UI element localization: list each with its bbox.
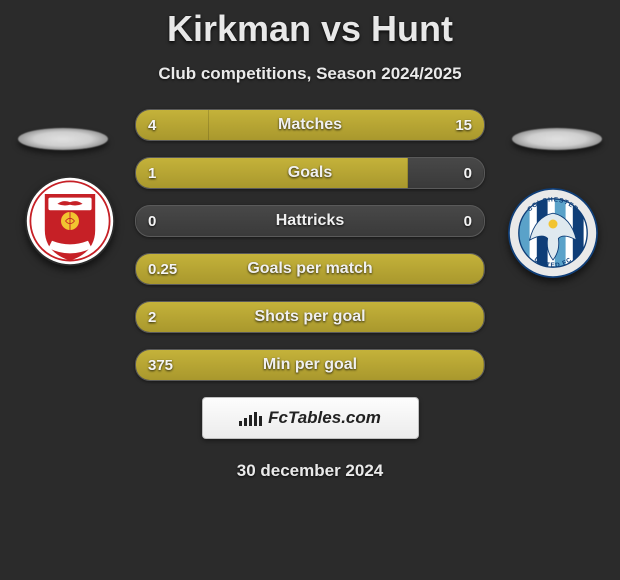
fill-right [483, 302, 484, 332]
stat-label: Hattricks [136, 206, 484, 236]
fill-right [483, 158, 484, 188]
page-subtitle: Club competitions, Season 2024/2025 [0, 64, 620, 84]
value-right: 0 [464, 206, 472, 236]
comparison-card: Kirkman vs Hunt Club competitions, Seaso… [0, 0, 620, 580]
footer-date: 30 december 2024 [0, 461, 620, 481]
fill-left [136, 350, 485, 380]
fill-left [136, 302, 485, 332]
bars-container: 415Matches10Goals00Hattricks0.25Goals pe… [135, 109, 485, 381]
brand-text: FcTables.com [268, 408, 381, 428]
fill-right [483, 254, 484, 284]
value-left: 1 [148, 158, 156, 188]
fill-right [208, 110, 484, 140]
stat-row-min-per-goal: 375Min per goal [135, 349, 485, 381]
value-right: 0 [464, 158, 472, 188]
fill-right [483, 350, 484, 380]
stats-section: 415Matches10Goals00Hattricks0.25Goals pe… [0, 109, 620, 481]
value-left: 375 [148, 350, 173, 380]
stat-row-hattricks: 0 0Hattricks [135, 205, 485, 237]
stat-row-goals: 10Goals [135, 157, 485, 189]
stat-row-goals-per-match: 0.25Goals per match [135, 253, 485, 285]
value-right: 15 [455, 110, 472, 140]
page-title: Kirkman vs Hunt [0, 0, 620, 50]
value-left: 2 [148, 302, 156, 332]
fill-right [483, 206, 484, 236]
fill-left [136, 254, 485, 284]
stat-row-shots-per-goal: 2Shots per goal [135, 301, 485, 333]
value-left: 4 [148, 110, 156, 140]
fill-left [136, 158, 408, 188]
brand-footer[interactable]: FcTables.com [202, 397, 419, 439]
fill-left [136, 206, 137, 236]
stat-row-matches: 415Matches [135, 109, 485, 141]
value-left: 0 [148, 206, 156, 236]
value-left: 0.25 [148, 254, 177, 284]
brand-bars-icon [239, 410, 262, 426]
